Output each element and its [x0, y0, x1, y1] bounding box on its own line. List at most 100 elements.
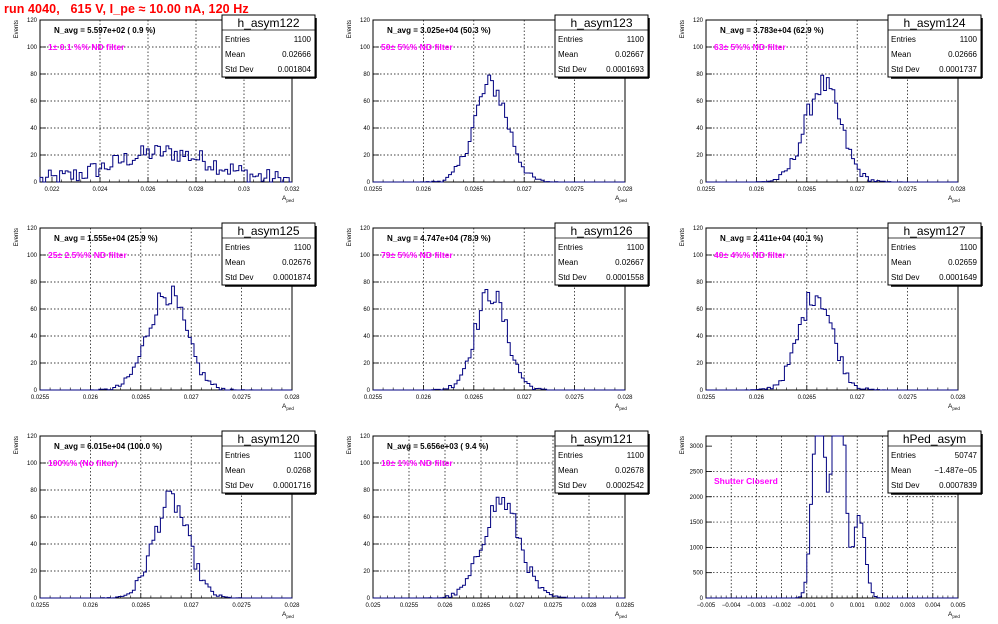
x-tick-label: 0.0255	[31, 395, 50, 401]
y-tick-label: 1500	[690, 520, 704, 526]
x-tick-label: 0.027	[184, 395, 200, 401]
stats-value: 1100	[294, 243, 312, 252]
x-tick-label: 0.026	[83, 395, 99, 401]
x-tick-label: 0.0275	[565, 187, 584, 193]
stats-label: Entries	[225, 451, 250, 460]
y-tick-label: 60	[363, 307, 370, 313]
y-tick-label: 20	[30, 153, 37, 159]
x-tick-label: 0.028	[188, 187, 204, 193]
stats-label: Entries	[558, 451, 583, 460]
histogram-line	[40, 285, 292, 391]
x-tick-label: 0.002	[875, 603, 891, 609]
y-tick-label: 500	[693, 571, 704, 577]
x-tick-label: 0	[830, 603, 834, 609]
stats-box	[221, 14, 316, 78]
y-tick-label: 40	[696, 334, 703, 340]
y-tick-label: 80	[30, 72, 37, 78]
y-tick-label: 120	[693, 18, 704, 24]
x-tick-label: 0.0275	[232, 603, 251, 609]
x-axis-label: Aped	[615, 403, 627, 411]
histogram-line	[706, 435, 958, 599]
y-tick-label: 40	[363, 334, 370, 340]
stats-label: Std Dev	[225, 65, 253, 74]
y-tick-label: 40	[30, 542, 37, 548]
x-tick-label: 0.0265	[465, 395, 484, 401]
stats-label: Mean	[225, 50, 245, 59]
histogram-panel: 0.022 0.024 0.026 0.028 0.03 0.032 0 20 40 60 80 10…	[14, 14, 317, 203]
y-tick-label: 60	[363, 515, 370, 521]
stats-value: 1100	[627, 451, 645, 460]
histogram-line	[706, 74, 958, 183]
stats-label: Entries	[891, 35, 916, 44]
histogram-line	[373, 496, 625, 599]
y-axis-label: Events	[14, 228, 20, 246]
x-tick-label: 0.027	[517, 187, 533, 193]
x-tick-label: 0.0275	[544, 603, 563, 609]
stats-value: 1100	[294, 35, 312, 44]
x-axis-label-sub: ped	[619, 614, 627, 619]
x-tick-label: 0.026	[749, 187, 765, 193]
y-tick-label: 20	[363, 569, 370, 575]
x-tick-label: 0.026	[416, 395, 432, 401]
x-tick-label: 0.0265	[132, 603, 151, 609]
y-tick-label: 0	[367, 180, 371, 186]
y-tick-label: 0	[34, 596, 38, 602]
y-tick-label: 120	[27, 226, 38, 232]
y-tick-label: 120	[360, 434, 371, 440]
stats-label: Std Dev	[225, 481, 253, 490]
stats-value: 0.02678	[615, 466, 644, 475]
stats-label: Entries	[891, 451, 916, 460]
x-tick-label: 0.027	[850, 395, 866, 401]
y-tick-label: 100	[360, 253, 371, 259]
y-tick-label: 100	[27, 253, 38, 259]
y-tick-label: 100	[360, 461, 371, 467]
y-tick-label: 20	[696, 153, 703, 159]
stats-value: 0.0001716	[273, 481, 311, 490]
x-axis-label-sub: ped	[952, 198, 960, 203]
filter-label: 79± 5%% ND filter	[381, 250, 453, 260]
y-axis-label: Events	[680, 20, 686, 38]
y-tick-label: 3000	[690, 444, 704, 450]
histogram-title: h_asym127	[903, 224, 965, 238]
navg-label: N_avg = 3.025e+04 (50.3 %)	[387, 26, 491, 35]
x-axis-label-sub: ped	[286, 406, 294, 411]
stats-value: 0.0001693	[606, 65, 644, 74]
histogram-title: h_asym124	[903, 16, 965, 30]
stats-value: 0.0007839	[939, 481, 977, 490]
histogram-panel: 0.0255 0.026 0.0265 0.027 0.0275 0.028 0 20 40 60…	[680, 14, 983, 203]
stats-label: Mean	[891, 50, 911, 59]
x-tick-label: 0.0255	[697, 395, 716, 401]
y-tick-label: 20	[363, 361, 370, 367]
stats-value: 0.0002542	[606, 481, 644, 490]
x-axis-label: Aped	[948, 403, 960, 411]
x-tick-label: 0.0275	[232, 395, 251, 401]
stats-label: Std Dev	[558, 481, 586, 490]
x-tick-label: 0.0285	[616, 603, 635, 609]
x-axis-label-sub: ped	[286, 198, 294, 203]
navg-label: N_avg = 2.411e+04 (40.1 %)	[720, 234, 824, 243]
x-tick-label: −0.001	[798, 603, 817, 609]
y-tick-label: 80	[30, 488, 37, 494]
x-axis-label-sub: ped	[286, 614, 294, 619]
y-tick-label: 40	[30, 334, 37, 340]
x-tick-label: 0.0255	[400, 603, 419, 609]
y-tick-label: 0	[34, 180, 38, 186]
y-tick-label: 100	[27, 45, 38, 51]
stats-value: 1100	[960, 243, 978, 252]
stats-label: Std Dev	[225, 273, 253, 282]
histogram-title: h_asym121	[570, 432, 632, 446]
x-tick-label: 0.027	[517, 395, 533, 401]
y-tick-label: 60	[696, 99, 703, 105]
stats-label: Mean	[891, 258, 911, 267]
y-tick-label: 80	[30, 280, 37, 286]
y-tick-label: 0	[700, 388, 704, 394]
x-tick-label: 0.028	[950, 395, 966, 401]
x-axis-label: Aped	[282, 403, 294, 411]
stats-label: Mean	[225, 466, 245, 475]
y-tick-label: 60	[696, 307, 703, 313]
x-axis-label-sub: ped	[952, 614, 960, 619]
y-tick-label: 80	[363, 280, 370, 286]
y-tick-label: 120	[360, 226, 371, 232]
x-tick-label: 0.027	[850, 187, 866, 193]
histogram-panel: 0.0255 0.026 0.0265 0.027 0.0275 0.028 0 20 40 60…	[347, 14, 650, 203]
